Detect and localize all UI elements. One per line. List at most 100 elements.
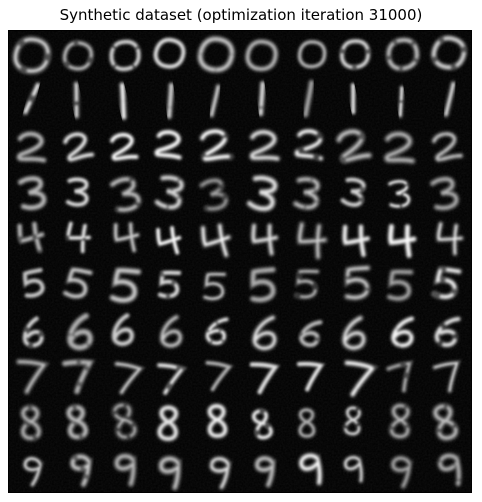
digit-cell (72, 80, 81, 120)
digit-cell (21, 315, 45, 349)
digit-cell (108, 38, 142, 73)
digit-cell (388, 402, 412, 441)
digit-cell (342, 404, 363, 437)
digit-cell (156, 362, 188, 396)
digit-cell (342, 454, 365, 484)
digit-cell (157, 455, 182, 492)
digit-cell (204, 359, 235, 393)
digit-cell (66, 312, 94, 352)
digit-cell (153, 128, 183, 161)
digit-cell (158, 313, 184, 349)
digit-cell (118, 81, 128, 121)
figure-title: Synthetic dataset (optimization iteratio… (59, 6, 423, 24)
digit-cell (340, 314, 368, 352)
digit-cell (16, 220, 46, 254)
digit-cell (17, 175, 48, 212)
digit-cell (442, 80, 457, 119)
digit-cell (155, 225, 183, 256)
digit-cell (22, 267, 46, 299)
digit-cell (383, 130, 416, 165)
digit-cell (298, 319, 324, 348)
digit-cell (385, 36, 421, 72)
digit-cell (153, 174, 186, 211)
synthetic-image-grid (8, 30, 472, 493)
digit-cell (430, 34, 468, 71)
digit-cell (297, 406, 317, 440)
digit-cell (249, 222, 280, 257)
digit-cell (110, 312, 136, 348)
digit-cell (431, 359, 462, 394)
digit-cell (15, 358, 50, 396)
digit-cell (244, 38, 279, 73)
digit-cell (341, 223, 372, 259)
image-grid-canvas (9, 31, 471, 492)
digit-cell (430, 130, 465, 164)
digit-cell (295, 220, 329, 261)
digit-cell (386, 178, 412, 210)
digit-cell (250, 314, 279, 352)
digit-cell (208, 83, 222, 119)
digit-cell (301, 78, 316, 119)
digit-cell (433, 315, 462, 349)
digit-cell (338, 38, 372, 71)
digit-cell (429, 175, 460, 212)
digit-cell (198, 177, 230, 213)
digit-cell (64, 176, 90, 208)
digit-cell (248, 128, 281, 163)
digit-cell (250, 408, 274, 441)
digit-cell (253, 455, 277, 489)
digit-cell (19, 404, 43, 442)
digit-cell (15, 130, 48, 164)
digit-cell (296, 360, 326, 393)
digit-cell (11, 35, 52, 75)
digit-cell (61, 358, 96, 395)
digit-cell (335, 127, 373, 165)
digit-cell (199, 222, 233, 259)
digit-cell (157, 269, 182, 300)
digit-cell (113, 452, 137, 488)
digit-cell (21, 81, 42, 116)
digit-cell (108, 131, 140, 162)
digit-cell (22, 455, 45, 488)
digit-cell (198, 127, 235, 163)
digit-cell (108, 175, 143, 214)
digit-cell (436, 452, 463, 488)
digit-cell (293, 127, 325, 162)
digit-cell (249, 266, 277, 304)
digit-cell (431, 402, 460, 442)
digit-cell (61, 39, 95, 72)
digit-cell (385, 360, 414, 394)
digit-cell (389, 454, 414, 490)
digit-cell (208, 455, 233, 491)
digit-cell (257, 80, 267, 118)
digit-cell (296, 38, 328, 70)
digit-cell (343, 264, 372, 302)
digit-cell (343, 359, 379, 398)
digit-cell (387, 223, 418, 259)
digit-cell (62, 131, 96, 163)
digit-cell (386, 268, 415, 302)
digit-cell (201, 271, 228, 302)
digit-cell (430, 265, 463, 301)
digit-cell (108, 266, 143, 304)
digit-cell (390, 315, 416, 349)
digit-cell (61, 266, 94, 300)
digit-cell (156, 403, 180, 443)
digit-cell (69, 453, 93, 488)
digit-cell (245, 174, 279, 213)
digit-cell (204, 316, 230, 347)
digit-cell (165, 81, 175, 120)
digit-cell (65, 403, 90, 441)
digit-cell (435, 220, 465, 257)
digit-cell (297, 452, 324, 487)
digit-cell (196, 35, 236, 74)
digit-cell (110, 401, 139, 441)
digit-cell (152, 36, 187, 70)
digit-cell (350, 82, 357, 116)
digit-cell (206, 402, 229, 440)
digit-cell (397, 84, 405, 120)
digit-cell (293, 267, 321, 301)
digit-cell (65, 220, 93, 255)
digit-cell (248, 361, 281, 396)
digit-cell (112, 220, 141, 254)
